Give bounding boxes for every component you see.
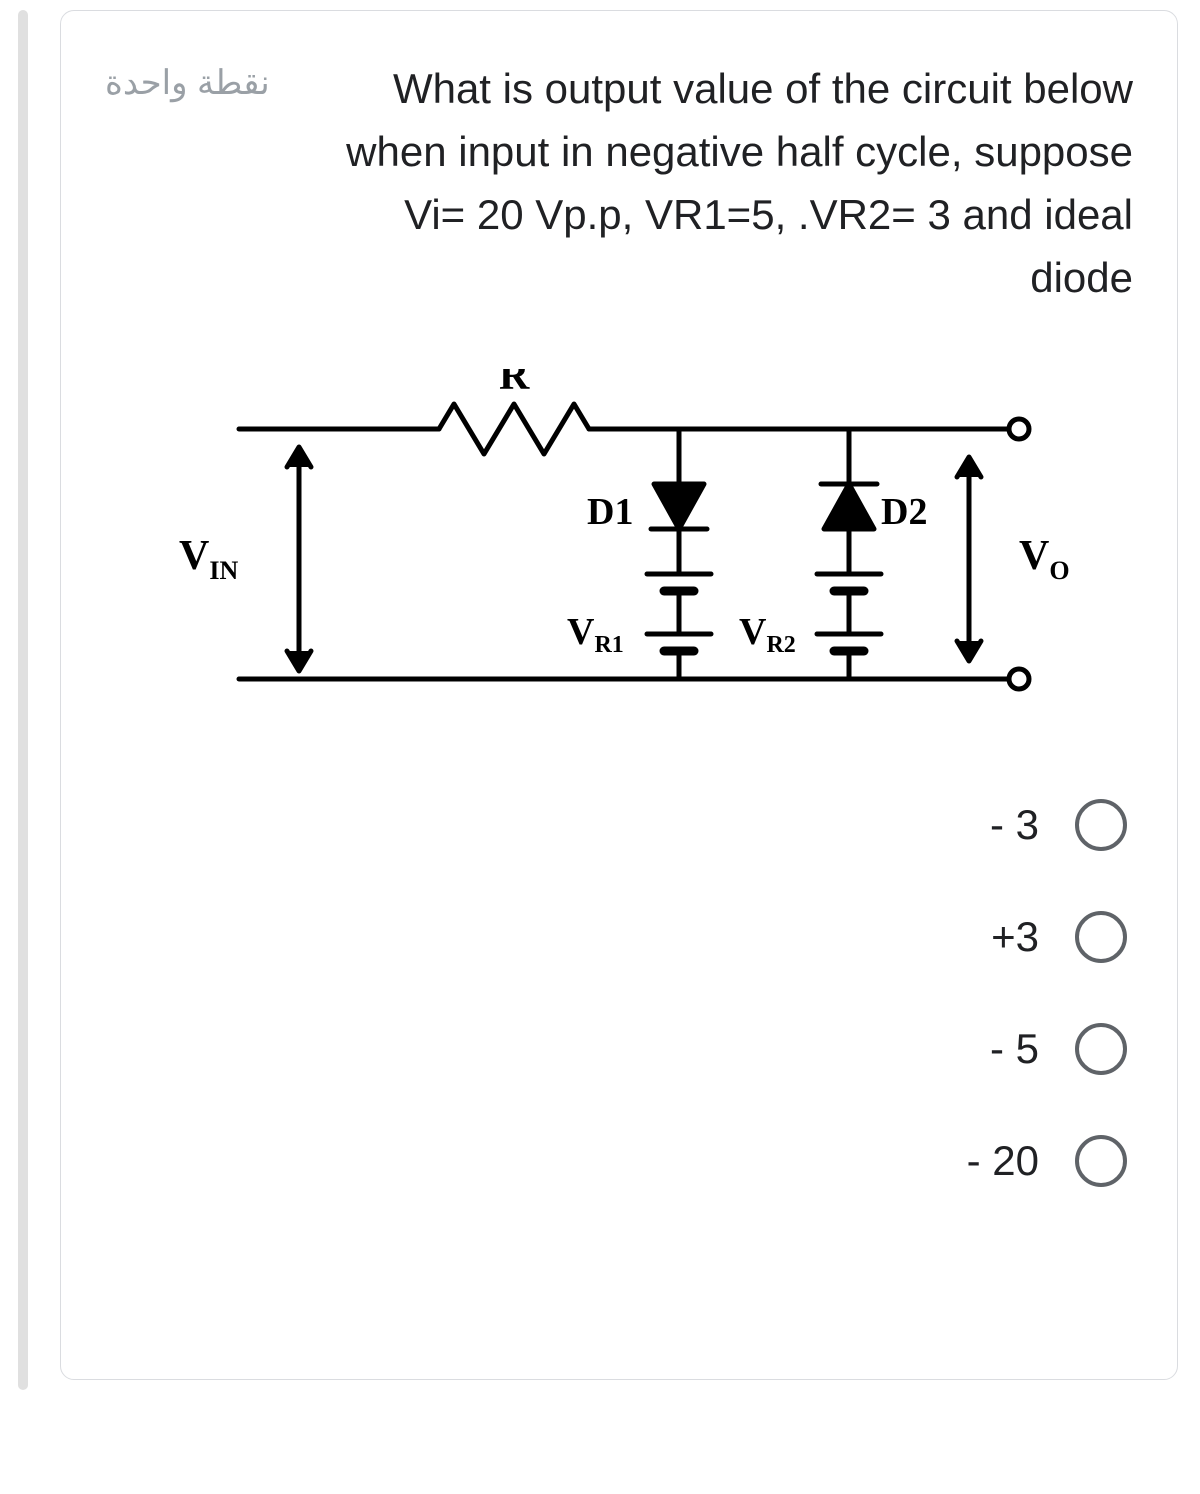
question-text: What is output value of the circuit belo…	[300, 57, 1133, 309]
label-VIN: V	[179, 533, 209, 579]
svg-text:VR1: VR1	[567, 611, 624, 658]
label-VR2-sub: R2	[766, 632, 795, 658]
label-D1: D1	[587, 491, 633, 533]
label-R: R	[499, 369, 530, 399]
option-label: - 3	[990, 801, 1039, 849]
option-row[interactable]: +3	[991, 911, 1127, 963]
svg-text:VR2: VR2	[739, 611, 796, 658]
option-row[interactable]: - 20	[967, 1135, 1127, 1187]
label-VO-sub: O	[1049, 556, 1069, 585]
label-D2: D2	[881, 491, 927, 533]
svg-text:VIN: VIN	[179, 533, 238, 585]
option-label: - 20	[967, 1137, 1039, 1185]
sidebar-indicator	[0, 0, 60, 1390]
question-card: نقطة واحدة What is output value of the c…	[60, 10, 1178, 1380]
option-row[interactable]: - 3	[990, 799, 1127, 851]
label-VR2: V	[739, 611, 767, 653]
option-label: +3	[991, 913, 1039, 961]
answer-options: - 3 +3 - 5 - 20	[105, 799, 1133, 1187]
label-VO: V	[1019, 533, 1049, 579]
radio-icon[interactable]	[1075, 799, 1127, 851]
label-VIN-sub: IN	[209, 556, 238, 585]
radio-icon[interactable]	[1075, 1023, 1127, 1075]
circuit-diagram: R VIN D1 D2 VR1 VR2 VO	[105, 369, 1133, 729]
radio-icon[interactable]	[1075, 911, 1127, 963]
radio-icon[interactable]	[1075, 1135, 1127, 1187]
option-row[interactable]: - 5	[990, 1023, 1127, 1075]
svg-text:VO: VO	[1019, 533, 1069, 585]
label-VR1: V	[567, 611, 595, 653]
label-VR1-sub: R1	[594, 632, 623, 658]
points-badge: نقطة واحدة	[105, 57, 270, 103]
option-label: - 5	[990, 1025, 1039, 1073]
